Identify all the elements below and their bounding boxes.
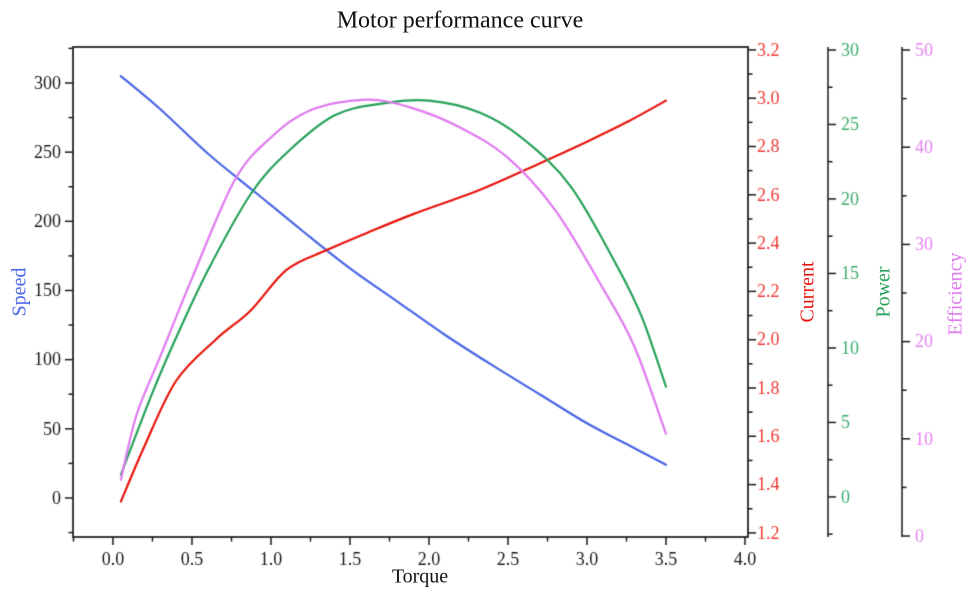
efficiency-axis-label: Efficiency [944,252,967,336]
power-axis-label: Power [872,266,895,318]
chart-title: Motor performance curve [336,7,584,34]
x-axis-label: Torque [391,565,449,588]
current-axis-label: Current [796,261,819,323]
speed-axis-label: Speed [8,267,31,317]
